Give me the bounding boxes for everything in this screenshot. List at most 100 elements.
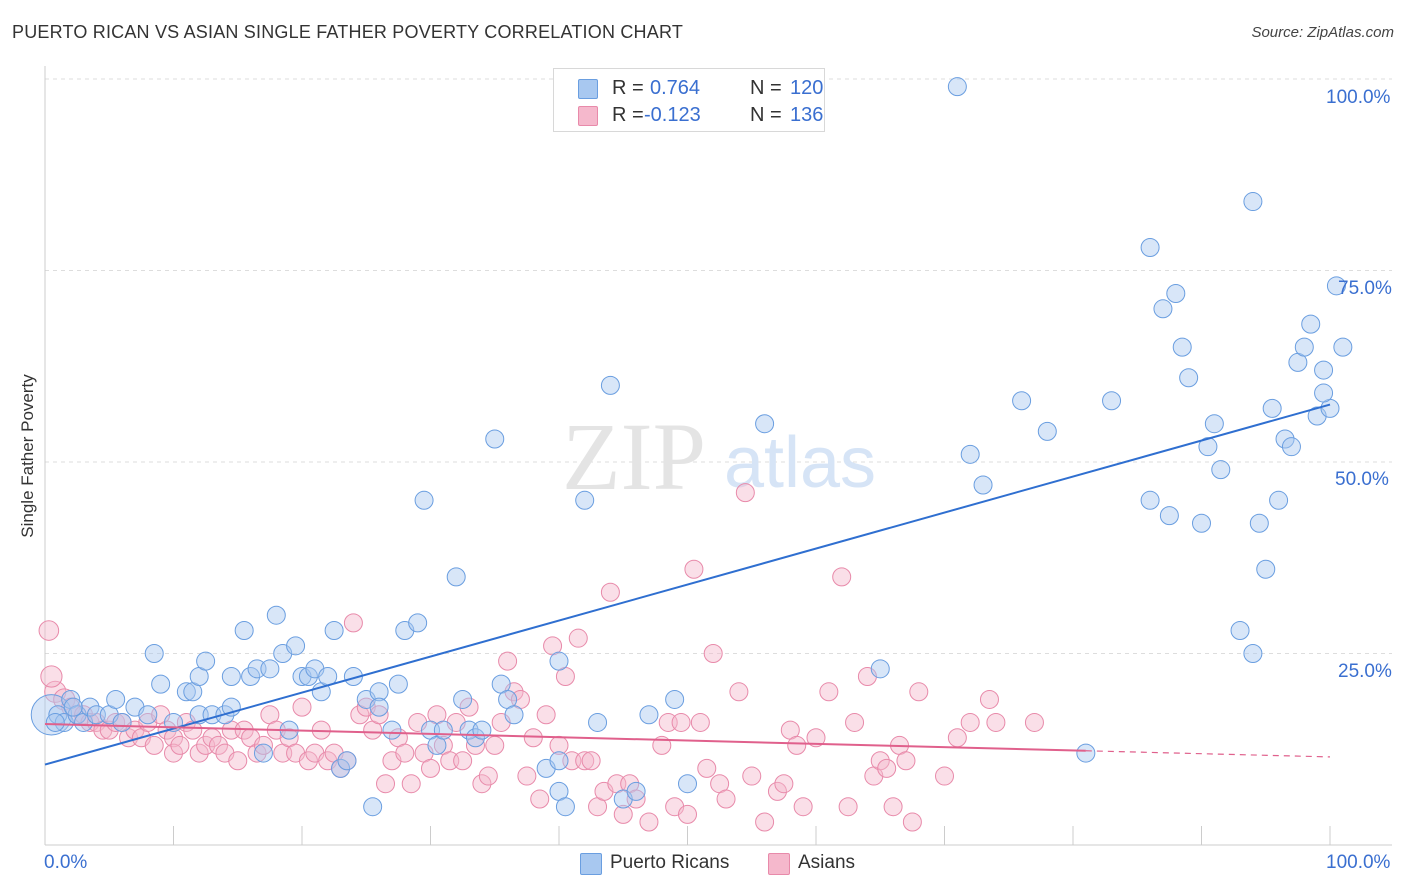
asians-point (568, 628, 588, 648)
puerto-ricans-point (196, 651, 216, 671)
series-swatch-pink (768, 853, 790, 875)
asians-point (536, 705, 556, 725)
series-legend: Puerto Ricans Asians (0, 852, 1406, 876)
watermark: ZIP atlas (562, 403, 876, 510)
asians-point (774, 774, 794, 794)
puerto-ricans-point (1076, 743, 1096, 763)
puerto-ricans-point (1179, 368, 1199, 388)
asians-point (376, 774, 396, 794)
asians-points (38, 483, 1044, 832)
puerto-ricans-point (266, 605, 286, 625)
asians-point (575, 751, 595, 771)
puerto-ricans-point (112, 712, 132, 732)
puerto-ricans-point (665, 689, 685, 709)
asians-point (613, 804, 633, 824)
asians-point (755, 812, 775, 832)
asians-point (421, 758, 440, 778)
watermark-zip: ZIP (562, 403, 706, 510)
puerto-ricans-point (446, 567, 466, 587)
asians-point (530, 789, 550, 809)
asians-point (767, 781, 787, 801)
puerto-ricans-point (260, 659, 280, 679)
puerto-ricans-point (106, 689, 126, 709)
legend-n-value: 120 (790, 77, 824, 99)
puerto-ricans-point (472, 720, 492, 740)
asians-point (690, 712, 710, 732)
watermark-atlas: atlas (724, 423, 876, 503)
puerto-ricans-point (947, 77, 967, 97)
asians-point (401, 774, 421, 794)
puerto-ricans-point (369, 682, 389, 702)
asians-point (703, 644, 723, 663)
asians-point (838, 797, 858, 817)
asians-point (742, 766, 762, 786)
asians-point (253, 735, 273, 755)
asians-point (697, 758, 717, 778)
x-tick-label-100: 100.0% (1326, 852, 1391, 873)
puerto-ricans-point (324, 621, 344, 641)
puerto-ricans-point (504, 705, 524, 725)
legend-r-label: R = (612, 77, 644, 99)
puerto-ricans-point (1301, 314, 1321, 334)
asians-point (902, 812, 922, 832)
puerto-ricans-point (414, 490, 434, 510)
legend-n-label: N = (750, 104, 782, 126)
puerto-ricans-point (80, 697, 100, 717)
puerto-ricans-point (575, 490, 595, 510)
asians-point (395, 743, 415, 763)
puerto-ricans-point (234, 621, 254, 641)
puerto-ricans-point (331, 758, 351, 778)
puerto-ricans-point (1012, 391, 1032, 411)
puerto-ricans-point (63, 697, 83, 717)
asians-point (787, 735, 807, 755)
asians-point (947, 728, 967, 748)
asians-point (298, 751, 318, 771)
asians-point (600, 582, 620, 602)
asians-point (343, 613, 363, 633)
asians-point (870, 751, 890, 771)
y-axis-label: Single Father Poverty (18, 374, 37, 538)
asians-point (845, 712, 865, 732)
puerto-ricans-point (363, 797, 383, 817)
puerto-ricans-point (337, 751, 357, 771)
puerto-ricans-point (1281, 437, 1301, 457)
asians-point (1024, 712, 1044, 732)
puerto-ricans-point (1262, 398, 1282, 418)
puerto-ricans-trend-line (44, 403, 1331, 766)
asians-point (979, 689, 999, 709)
puerto-ricans-point (626, 781, 646, 801)
grid-lines (45, 78, 1392, 654)
puerto-ricans-point (1037, 421, 1057, 441)
puerto-ricans-point (1269, 490, 1289, 510)
y-tick-label-25: 25.0% (1338, 661, 1392, 682)
puerto-ricans-point (433, 720, 453, 740)
asians-point (806, 728, 826, 748)
asians-point (735, 483, 755, 503)
puerto-ricans-point (1192, 513, 1211, 533)
asians-point (189, 743, 209, 763)
puerto-ricans-point (549, 751, 569, 771)
series-swatch-blue (580, 853, 602, 875)
asians-point (472, 774, 492, 794)
legend-n-label: N = (750, 77, 782, 99)
asians-point (832, 567, 852, 587)
puerto-ricans-point (465, 728, 485, 748)
puerto-ricans-point (286, 636, 306, 656)
puerto-ricans-point (1140, 238, 1160, 258)
puerto-ricans-point (1256, 559, 1276, 579)
y-tick-label-75: 75.0% (1338, 278, 1392, 299)
puerto-ricans-point (1243, 644, 1263, 663)
puerto-ricans-point (453, 689, 473, 709)
asians-point (170, 735, 190, 755)
puerto-ricans-point (1166, 283, 1186, 303)
puerto-ricans-point (1140, 490, 1160, 510)
asians-point (684, 559, 704, 579)
legend-r-label: R = (612, 104, 644, 126)
asians-point (883, 797, 903, 817)
puerto-ricans-point (1153, 299, 1173, 319)
x-tick-label-0: 0.0% (44, 852, 88, 873)
puerto-ricans-point (549, 651, 569, 671)
puerto-ricans-point (369, 697, 389, 717)
asians-point (292, 697, 312, 717)
puerto-ricans-point (1102, 391, 1122, 411)
